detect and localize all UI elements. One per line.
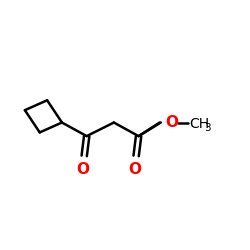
Text: O: O	[76, 162, 90, 177]
Text: O: O	[128, 162, 141, 177]
Text: CH: CH	[189, 117, 209, 131]
Text: 3: 3	[204, 123, 211, 133]
Text: O: O	[165, 115, 178, 130]
